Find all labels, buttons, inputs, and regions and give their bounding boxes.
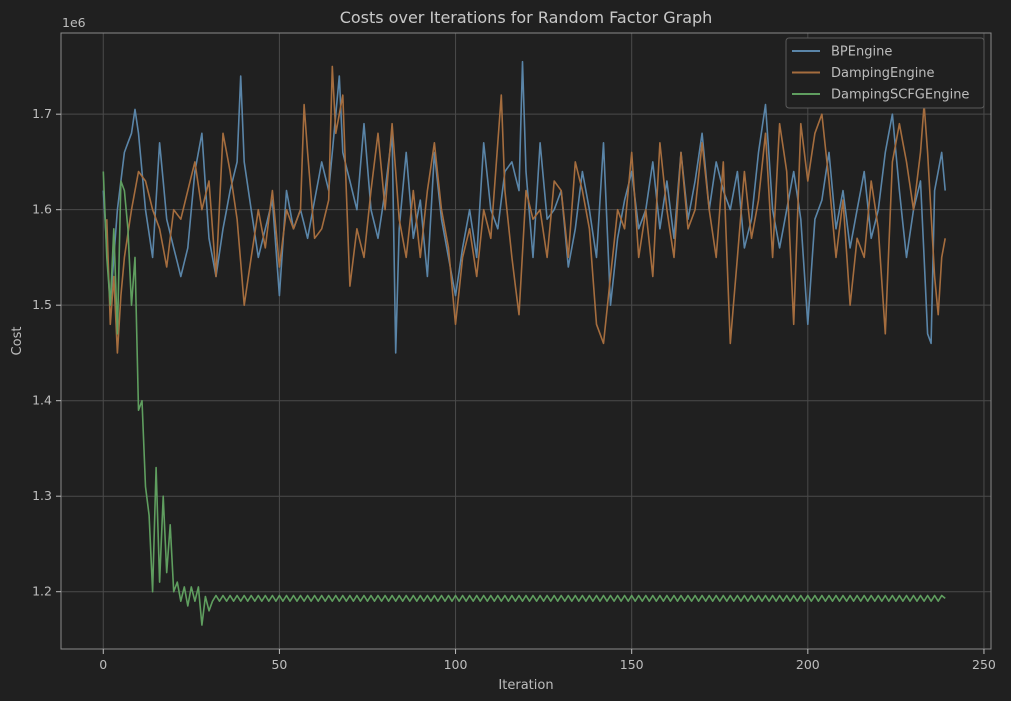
- legend-label: BPEngine: [831, 45, 892, 60]
- series-line-dampingscfgengine: [102, 171, 946, 626]
- x-tick-label: 0: [99, 657, 107, 672]
- x-tick-label: 150: [620, 657, 644, 672]
- chart-title: Costs over Iterations for Random Factor …: [340, 8, 713, 27]
- legend: BPEngine DampingEngine DampingSCFGEngine: [785, 37, 985, 109]
- x-tick-label: 250: [972, 657, 996, 672]
- y-offset-label: 1e6: [62, 15, 86, 30]
- series-layer: [102, 60, 946, 626]
- plot-frame: [60, 32, 992, 650]
- y-tick-label: 1.5: [32, 297, 52, 312]
- x-axis-label: Iteration: [498, 678, 553, 693]
- grid: [61, 33, 991, 649]
- y-tick-label: 1.7: [32, 106, 52, 121]
- legend-label: DampingEngine: [831, 66, 935, 81]
- y-tick-label: 1.6: [32, 202, 52, 217]
- ticks: 0 50 100 150 200 250 1.2 1.3 1.4 1.5 1.6 1.7: [32, 106, 996, 672]
- legend-label: DampingSCFGEngine: [831, 88, 969, 103]
- x-tick-label: 50: [271, 657, 287, 672]
- series-line-bpengine: [102, 60, 946, 354]
- y-tick-label: 1.4: [32, 393, 52, 408]
- y-axis-label: Cost: [10, 327, 25, 356]
- y-tick-label: 1.2: [32, 584, 52, 599]
- legend-box: [785, 37, 985, 109]
- x-tick-label: 200: [796, 657, 820, 672]
- x-tick-label: 100: [444, 657, 468, 672]
- series-line-dampingengine: [106, 65, 946, 354]
- y-tick-label: 1.3: [32, 488, 52, 503]
